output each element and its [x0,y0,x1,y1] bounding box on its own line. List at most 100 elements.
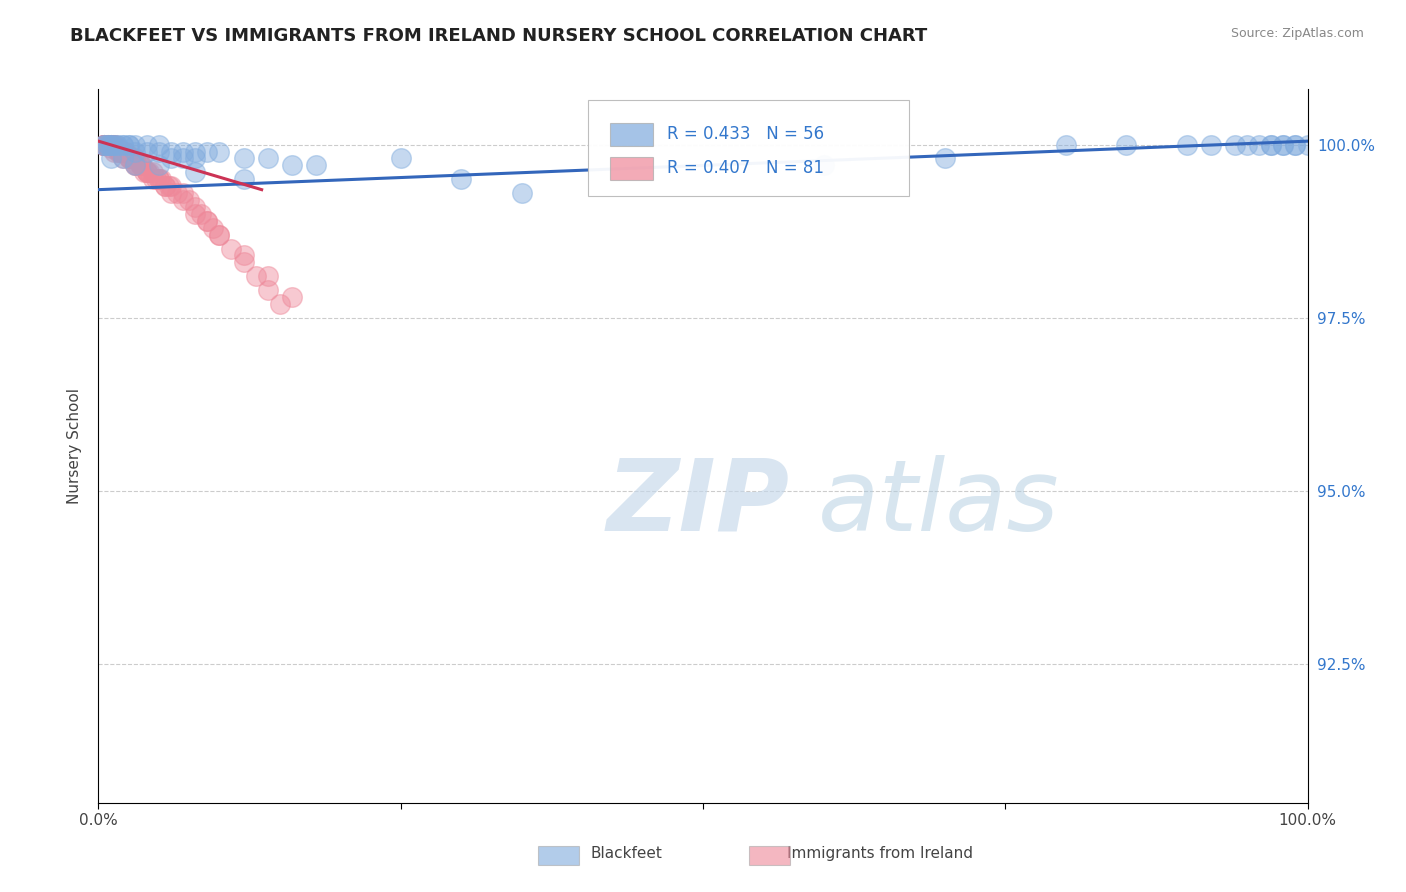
Point [128,158,150,172]
Point [1272,137,1295,152]
Point [93,137,115,152]
Text: ZIP: ZIP [606,455,789,551]
Point [160,152,183,166]
Point [184,145,207,159]
Point [111,152,134,166]
Point [105,141,128,155]
Point [1284,137,1306,152]
Point [129,158,152,172]
Point [1223,137,1246,152]
Point [150,172,173,186]
Point [100,137,122,152]
Point [245,269,267,284]
Point [160,145,183,159]
Point [1296,137,1319,152]
Point [1284,137,1306,152]
Point [179,193,201,207]
Point [124,158,146,172]
Point [160,179,183,194]
Point [96,137,118,152]
Point [160,186,183,201]
Point [108,145,131,159]
Text: Source: ZipAtlas.com: Source: ZipAtlas.com [1230,27,1364,40]
Point [172,145,194,159]
Point [1249,137,1271,152]
Point [148,137,170,152]
Text: R = 0.433   N = 56: R = 0.433 N = 56 [666,125,824,143]
Point [121,152,143,166]
Point [184,200,207,214]
Point [208,227,231,242]
Point [97,137,120,152]
Point [145,172,167,186]
Point [115,145,138,159]
Point [124,137,146,152]
Point [148,145,170,159]
Point [93,137,115,152]
Y-axis label: Nursery School: Nursery School [66,388,82,504]
Point [105,137,128,152]
Point [107,145,129,159]
Point [114,145,136,159]
Point [138,165,160,179]
Point [101,137,124,152]
Point [232,172,254,186]
Point [172,193,194,207]
Point [93,137,115,152]
Point [93,137,115,152]
Point [111,145,134,159]
Point [184,165,207,179]
Point [110,145,132,159]
FancyBboxPatch shape [610,123,654,145]
Point [153,179,176,194]
Point [281,158,304,172]
Point [256,283,278,297]
Point [111,145,134,159]
Text: Blackfeet: Blackfeet [591,846,662,861]
Point [111,152,134,166]
Point [131,158,153,172]
Point [232,255,254,269]
Point [104,137,127,152]
Point [184,152,207,166]
Point [93,137,115,152]
Point [93,137,115,152]
Point [107,141,129,155]
Point [124,158,146,172]
Point [184,207,207,221]
Point [142,165,165,179]
Point [93,137,115,152]
Point [256,269,278,284]
Point [105,137,128,152]
Point [124,145,146,159]
Point [195,145,218,159]
Point [157,179,180,194]
Point [100,137,122,152]
Point [510,186,533,201]
Text: atlas: atlas [818,455,1060,551]
Point [142,172,165,186]
Point [269,297,291,311]
Point [112,145,135,159]
Point [1175,137,1198,152]
Point [101,137,124,152]
Point [1260,137,1282,152]
Point [305,158,328,172]
Point [118,152,141,166]
Point [100,152,122,166]
Point [100,137,122,152]
Point [813,158,835,172]
Point [1199,137,1222,152]
Point [124,158,146,172]
FancyBboxPatch shape [610,157,654,180]
Point [208,145,231,159]
Point [103,145,125,159]
Point [108,145,131,159]
Point [221,242,243,256]
Point [135,165,157,179]
Point [97,137,120,152]
Point [1236,137,1258,152]
Text: BLACKFEET VS IMMIGRANTS FROM IRELAND NURSERY SCHOOL CORRELATION CHART: BLACKFEET VS IMMIGRANTS FROM IRELAND NUR… [70,27,928,45]
Text: Immigrants from Ireland: Immigrants from Ireland [787,846,973,861]
Point [190,207,212,221]
